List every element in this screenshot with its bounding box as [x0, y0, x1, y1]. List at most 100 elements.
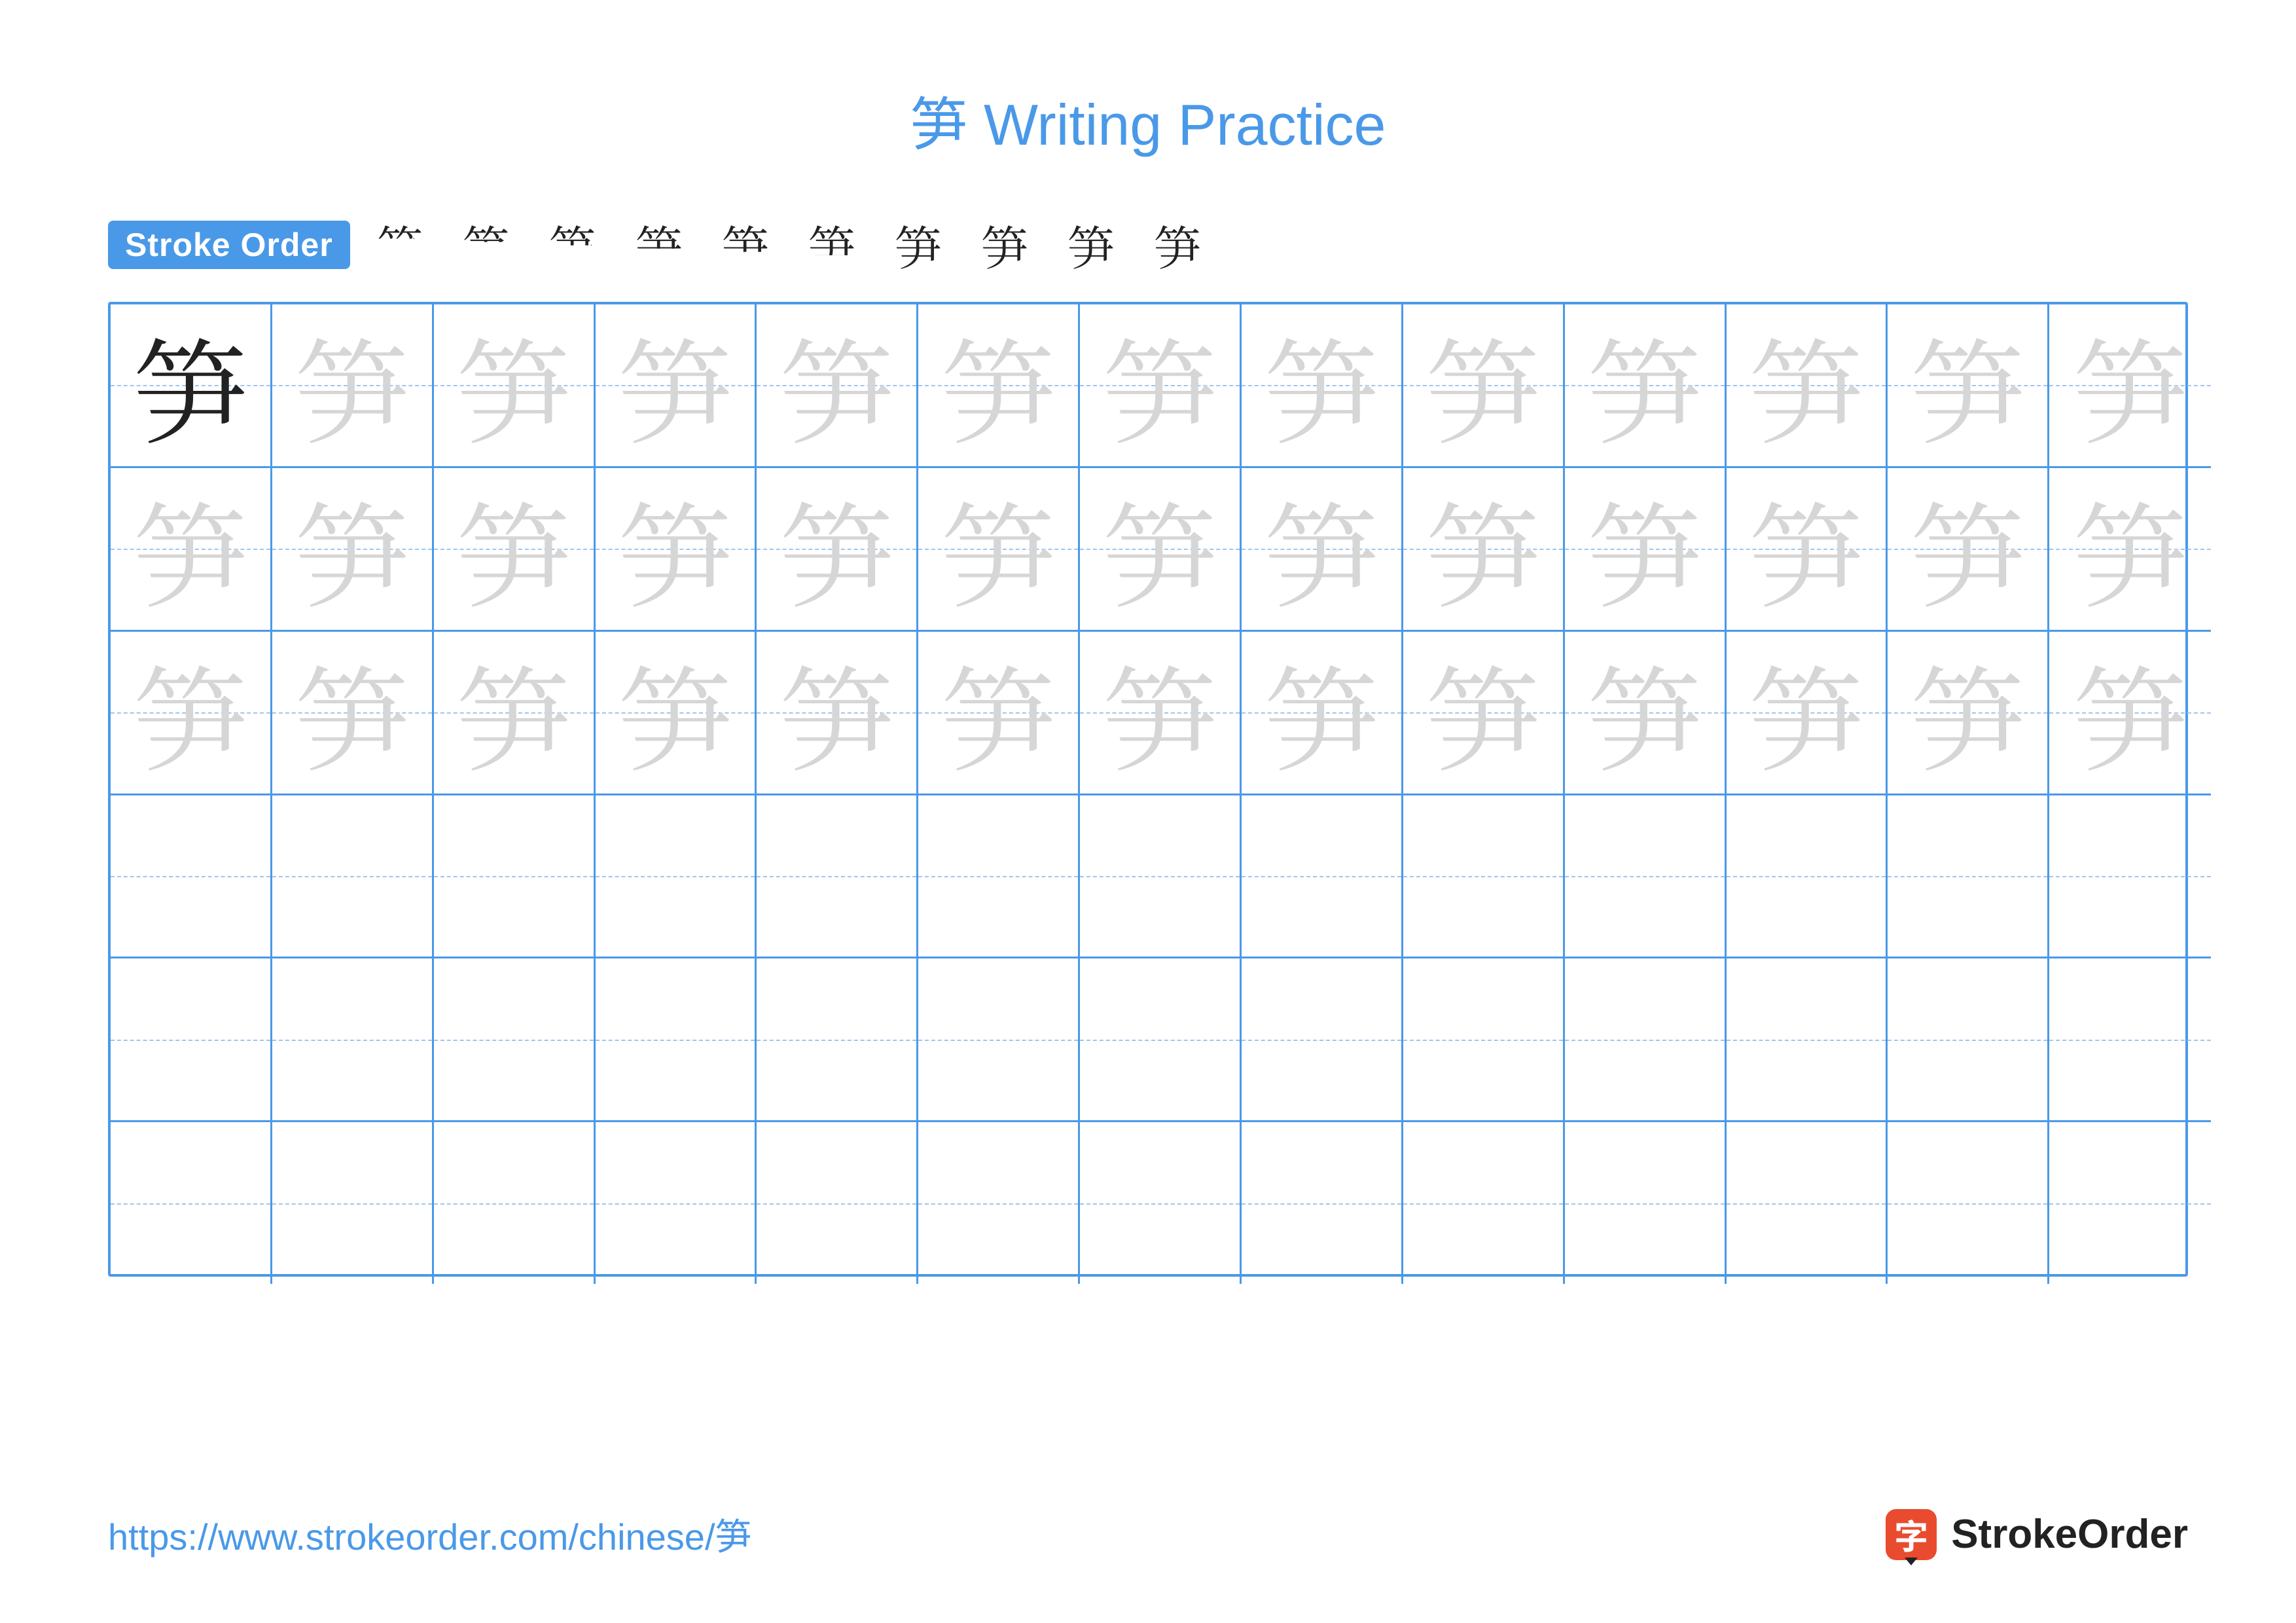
grid-cell: 笋: [918, 632, 1080, 793]
grid-cell: 笋: [1888, 468, 2049, 630]
grid-cell: [1888, 795, 2049, 957]
grid-cell: 笋: [272, 468, 434, 630]
ghost-character: 笋: [456, 655, 571, 770]
ghost-character: 笋: [780, 655, 894, 770]
ghost-character: 笋: [295, 328, 409, 443]
grid-cell: [2049, 795, 2211, 957]
footer: https://www.strokeorder.com/chinese/笋 字 …: [108, 1508, 2188, 1561]
grid-cell: 笋: [1565, 468, 1727, 630]
grid-cell: 笋: [1242, 304, 1403, 466]
grid-cell: [918, 1122, 1080, 1284]
grid-cell: [757, 1122, 918, 1284]
stroke-step: 笋: [636, 221, 683, 268]
grid-cell: [1888, 958, 2049, 1120]
grid-cell: [1242, 795, 1403, 957]
grid-cell: 笋: [111, 304, 272, 466]
brand: 字 StrokeOrder: [1886, 1509, 2188, 1560]
ghost-character: 笋: [295, 492, 409, 606]
ghost-character: 笋: [1103, 328, 1217, 443]
grid-cell: [757, 958, 918, 1120]
grid-cell: [111, 958, 272, 1120]
grid-cell: [1727, 795, 1888, 957]
grid-cell: 笋: [434, 304, 596, 466]
grid-cell: 笋: [1242, 468, 1403, 630]
stroke-step: 笋: [722, 221, 769, 268]
grid-cell: [1727, 958, 1888, 1120]
ghost-character: 笋: [1426, 492, 1540, 606]
grid-cell: 笋: [1565, 632, 1727, 793]
grid-cell: [1242, 958, 1403, 1120]
ghost-character: 笋: [941, 492, 1056, 606]
grid-cell: 笋: [2049, 304, 2211, 466]
source-url[interactable]: https://www.strokeorder.com/chinese/笋: [108, 1508, 752, 1561]
ghost-character: 笋: [941, 655, 1056, 770]
ghost-character: 笋: [618, 655, 732, 770]
grid-cell: [757, 795, 918, 957]
grid-cell: [1565, 958, 1727, 1120]
ghost-character: 笋: [1426, 655, 1540, 770]
grid-cell: 笋: [2049, 632, 2211, 793]
grid-cell: [434, 958, 596, 1120]
grid-cell: 笋: [757, 632, 918, 793]
model-character: 笋: [133, 328, 247, 443]
ghost-character: 笋: [1910, 328, 2025, 443]
ghost-character: 笋: [1587, 492, 1702, 606]
grid-cell: [434, 795, 596, 957]
ghost-character: 笋: [133, 492, 247, 606]
grid-cell: [2049, 958, 2211, 1120]
grid-cell: 笋: [757, 304, 918, 466]
ghost-character: 笋: [2073, 328, 2187, 443]
grid-cell: 笋: [2049, 468, 2211, 630]
grid-cell: 笋: [111, 632, 272, 793]
grid-cell: 笋: [918, 304, 1080, 466]
grid-cell: [1727, 1122, 1888, 1284]
grid-cell: 笋: [596, 304, 757, 466]
grid-cell: [272, 1122, 434, 1284]
grid-cell: [2049, 1122, 2211, 1284]
grid-cell: [1565, 795, 1727, 957]
grid-row: [111, 958, 2211, 1122]
stroke-step: 笋: [1154, 221, 1201, 268]
grid-cell: 笋: [1727, 632, 1888, 793]
grid-cell: 笋: [111, 468, 272, 630]
grid-cell: 笋: [1242, 632, 1403, 793]
grid-cell: 笋: [1080, 304, 1242, 466]
grid-row: [111, 1122, 2211, 1284]
grid-cell: 笋: [272, 304, 434, 466]
page-title: 笋 Writing Practice: [108, 79, 2188, 162]
grid-cell: 笋: [1403, 632, 1565, 793]
worksheet-page: 笋 Writing Practice Stroke Order 笋笋笋笋笋笋笋笋…: [0, 0, 2296, 1623]
grid-cell: 笋: [918, 468, 1080, 630]
grid-row: 笋笋笋笋笋笋笋笋笋笋笋笋笋: [111, 304, 2211, 468]
stroke-step: 笋: [895, 221, 942, 268]
ghost-character: 笋: [941, 328, 1056, 443]
grid-cell: 笋: [596, 468, 757, 630]
grid-cell: [1403, 958, 1565, 1120]
grid-cell: [1080, 958, 1242, 1120]
grid-cell: 笋: [596, 632, 757, 793]
brand-name: StrokeOrder: [1951, 1511, 2188, 1558]
ghost-character: 笋: [2073, 492, 2187, 606]
grid-row: 笋笋笋笋笋笋笋笋笋笋笋笋笋: [111, 632, 2211, 795]
stroke-sequence: 笋笋笋笋笋笋笋笋笋笋: [376, 221, 1201, 268]
stroke-step: 笋: [463, 221, 510, 268]
ghost-character: 笋: [1264, 328, 1378, 443]
grid-cell: [111, 1122, 272, 1284]
ghost-character: 笋: [1910, 492, 2025, 606]
grid-cell: 笋: [757, 468, 918, 630]
ghost-character: 笋: [456, 492, 571, 606]
stroke-step: 笋: [808, 221, 855, 268]
grid-cell: [1242, 1122, 1403, 1284]
ghost-character: 笋: [1103, 655, 1217, 770]
grid-cell: 笋: [1403, 304, 1565, 466]
title-text: 笋 Writing Practice: [910, 92, 1386, 157]
stroke-step: 笋: [1067, 221, 1115, 268]
grid-cell: [1888, 1122, 2049, 1284]
grid-cell: 笋: [1080, 468, 1242, 630]
ghost-character: 笋: [1910, 655, 2025, 770]
grid-cell: [1403, 1122, 1565, 1284]
grid-cell: [596, 958, 757, 1120]
ghost-character: 笋: [1749, 492, 1863, 606]
stroke-step: 笋: [549, 221, 596, 268]
grid-cell: 笋: [1080, 632, 1242, 793]
